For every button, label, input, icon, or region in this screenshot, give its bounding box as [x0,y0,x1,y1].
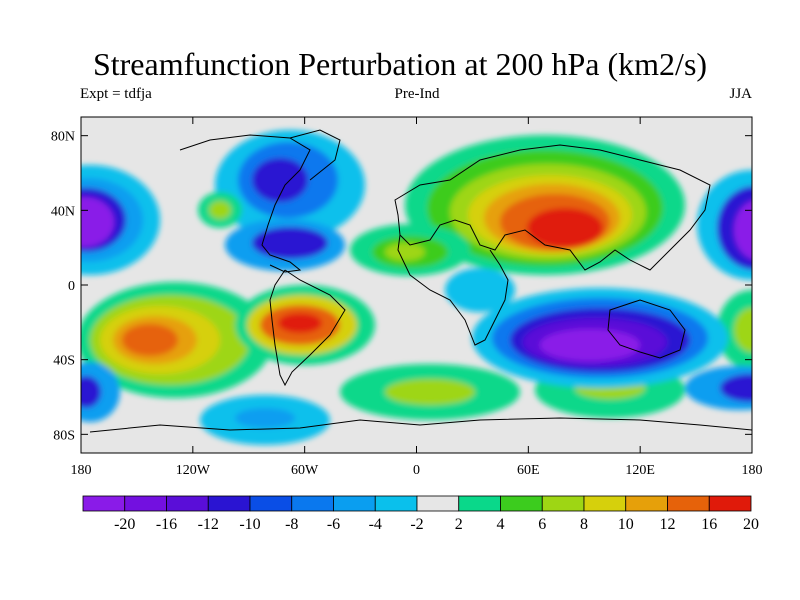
colorbar-level-label: 10 [618,516,634,533]
colorbar-level-label: -4 [369,516,382,533]
colorbar: -20 -16 -12 -10 -8 -6 -4 -2 2 4 6 8 10 12 16 20 [82,495,759,533]
lon-tick-label: 120E [625,463,655,478]
season-label: JJA [729,86,752,102]
colorbar-swatch [249,495,293,512]
colorbar-swatch [583,495,627,512]
colorbar-level-label: 2 [455,516,463,533]
colorbar-level-label: -20 [114,516,135,533]
colorbar-swatch [500,495,543,512]
colorbar-swatch [333,495,376,512]
colorbar-level-label: 4 [497,516,505,533]
lon-tick-label: 60W [291,463,319,478]
coastlines [89,129,752,433]
lat-tick-label: 80S [53,428,75,443]
contour-field [81,117,752,453]
lon-tick-label: 120W [176,463,211,478]
colorbar-swatch [541,495,585,512]
colorbar-level-label: 20 [743,516,759,533]
period-label: Pre-Ind [394,86,440,102]
lat-tick-label: 80N [51,130,75,145]
colorbar-level-label: -16 [156,516,177,533]
colorbar-level-label: 16 [701,516,717,533]
lon-tick-label: 180 [71,463,92,478]
lon-tick-label: 60E [517,463,540,478]
lat-tick-label: 40S [53,354,75,369]
colorbar-level-label: -6 [327,516,340,533]
experiment-label: Expt = tdfja [80,86,152,102]
colorbar-swatch [667,495,710,512]
colorbar-level-label: -2 [410,516,423,533]
colorbar-swatch [82,495,126,512]
lon-tick-label: 180 [742,463,763,478]
colorbar-swatch [708,495,752,512]
lat-tick-label: 40N [51,204,75,219]
colorbar-level-label: -10 [239,516,260,533]
latitude-axis: 80N 40N 0 40S 80S [51,130,752,443]
colorbar-swatch [374,495,418,512]
lat-tick-label: 0 [68,279,75,294]
colorbar-level-label: 8 [580,516,588,533]
colorbar-swatch [166,495,209,512]
colorbar-swatch [207,495,251,512]
colorbar-level-label: 12 [660,516,676,533]
colorbar-swatch [458,495,501,512]
colorbar-level-label: 6 [538,516,546,533]
longitude-axis: 180 120W 60W 0 60E 120E 180 [71,117,763,478]
colorbar-swatch [124,495,167,512]
colorbar-swatch [291,495,334,512]
colorbar-swatch [625,495,668,512]
colorbar-level-label: -12 [198,516,219,533]
lon-tick-label: 0 [413,463,420,478]
map-title: Streamfunction Perturbation at 200 hPa (… [92,46,708,82]
colorbar-swatch [416,495,460,512]
colorbar-level-label: -8 [285,516,298,533]
